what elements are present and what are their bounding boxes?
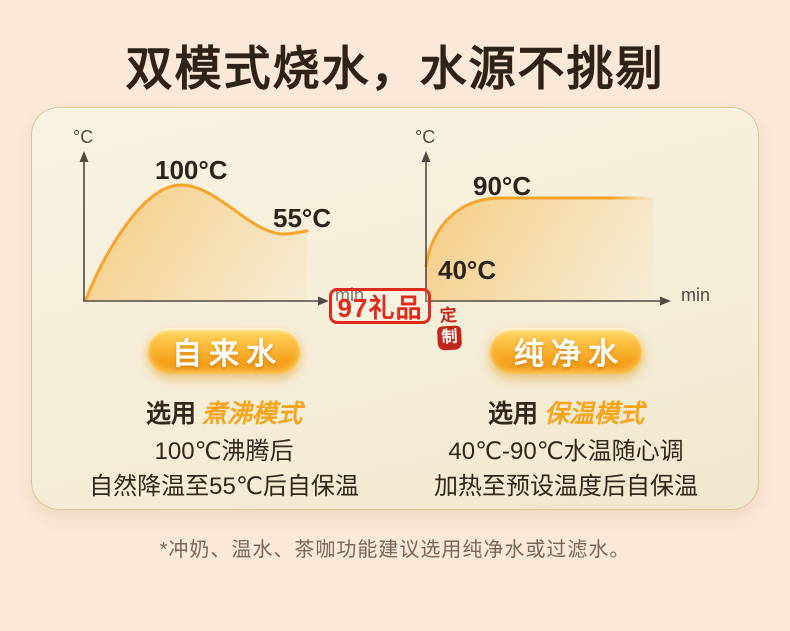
mode-prefix: 选用 xyxy=(487,400,538,428)
tap-water-pill-label: 自来水 xyxy=(172,338,283,371)
keep-warm-chart: °C 90°C 40°C min xyxy=(411,121,721,311)
curve-fill xyxy=(86,185,307,301)
y-axis-arrow-icon xyxy=(421,151,431,162)
y-axis-unit: °C xyxy=(73,127,94,147)
x-axis-unit: min xyxy=(681,285,711,305)
boil-mode-chart: °C 100°C 55°C min xyxy=(69,121,379,311)
keep-warm-mode-name: 保温模式 xyxy=(544,400,645,428)
hold-temp-label: 55°C xyxy=(273,203,332,233)
tap-water-pill: 自来水 xyxy=(147,328,301,374)
keep-warm-detail-2: 加热至预设温度后自保温 xyxy=(434,473,698,500)
tap-water-column: °C 100°C 55°C min 自来水 选用 煮沸模式 100℃沸腾后 自然降… xyxy=(69,121,379,504)
keep-warm-detail-1: 40℃-90℃水温随心调 xyxy=(448,438,684,465)
mode-prefix: 选用 xyxy=(145,400,196,428)
curve-fill xyxy=(426,198,653,301)
boil-mode-chart-svg xyxy=(79,151,329,306)
hold-temp-label: 90°C xyxy=(473,171,532,201)
pure-water-pill: 纯净水 xyxy=(489,328,643,374)
pure-water-column: °C 90°C 40°C min 纯净水 选用 保温模式 40℃-90℃水温随心调… xyxy=(411,121,721,504)
page-title: 双模式烧水，水源不挑剔 xyxy=(125,44,665,96)
x-axis-arrow-icon xyxy=(318,296,329,306)
y-axis-arrow-icon xyxy=(79,151,89,162)
watermark-seal-icon: 定 制 xyxy=(432,302,467,354)
temperature-curve xyxy=(424,196,655,268)
dual-mode-card: °C 100°C 55°C min 自来水 选用 煮沸模式 100℃沸腾后 自然降… xyxy=(31,107,759,510)
pure-water-pill-label: 纯净水 xyxy=(514,338,625,371)
keep-warm-chart-svg xyxy=(421,151,671,306)
watermark-box: 97礼品 xyxy=(329,288,431,324)
start-temp-label: 40°C xyxy=(438,255,497,285)
keep-warm-mode-line: 选用 保温模式 xyxy=(488,394,644,430)
boil-detail-1: 100℃沸腾后 xyxy=(154,438,294,465)
x-axis-arrow-icon xyxy=(660,296,671,306)
columns-row: °C 100°C 55°C min 自来水 选用 煮沸模式 100℃沸腾后 自然降… xyxy=(32,108,758,504)
peak-temp-label: 100°C xyxy=(155,155,228,185)
temperature-curve xyxy=(84,183,309,301)
boil-mode-name: 煮沸模式 xyxy=(202,400,303,428)
y-axis-unit: °C xyxy=(415,127,436,147)
boil-mode-line: 选用 煮沸模式 xyxy=(146,394,302,430)
seal-char-bottom: 制 xyxy=(436,325,463,351)
boil-detail-2: 自然降温至55℃后自保温 xyxy=(89,473,359,500)
seal-char-top: 定 xyxy=(439,305,458,326)
footnote: *冲奶、温水、茶咖功能建议选用纯净水或过滤水。 xyxy=(159,539,631,561)
